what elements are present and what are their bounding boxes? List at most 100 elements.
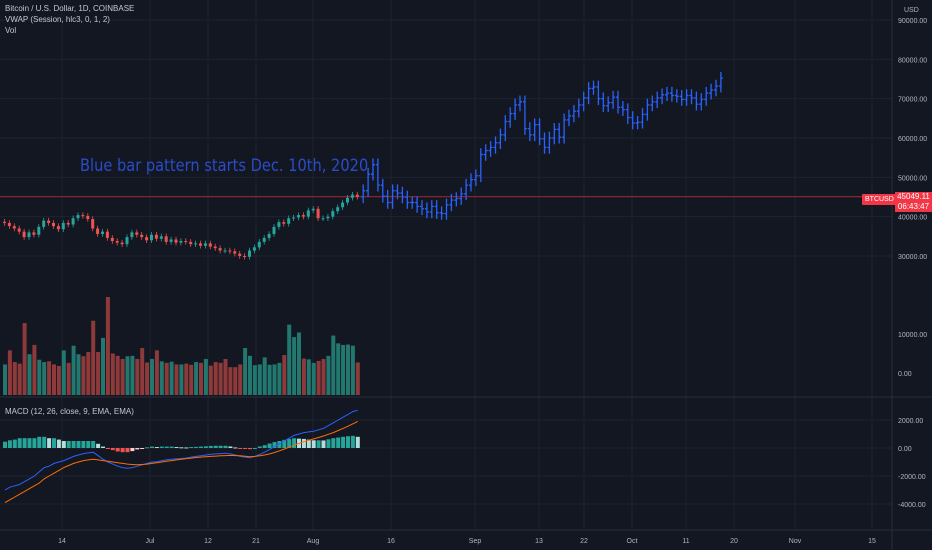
volume-bar bbox=[61, 350, 66, 395]
volume-bar bbox=[115, 355, 120, 395]
volume-bar bbox=[27, 354, 32, 395]
histogram-bar bbox=[164, 446, 169, 448]
volume-bar bbox=[154, 350, 159, 395]
candle bbox=[272, 224, 276, 237]
histogram-bar bbox=[17, 438, 22, 448]
pattern-bar bbox=[606, 96, 611, 113]
pattern-bar bbox=[424, 202, 429, 219]
pattern-bar bbox=[674, 89, 679, 103]
candle bbox=[110, 235, 114, 244]
pattern-bar bbox=[625, 103, 630, 124]
candle bbox=[145, 234, 149, 244]
volume-bar bbox=[331, 335, 336, 395]
volume-bar bbox=[76, 354, 81, 395]
pattern-bar bbox=[508, 107, 513, 128]
histogram-bar bbox=[76, 441, 81, 448]
volume-bar bbox=[120, 358, 125, 395]
histogram-bar bbox=[130, 448, 135, 452]
candle bbox=[287, 215, 291, 227]
histogram-bar bbox=[159, 446, 164, 448]
candle bbox=[71, 215, 75, 228]
symbol-badge: BTCUSD bbox=[862, 194, 897, 205]
symbol-legend[interactable]: Bitcoin / U.S. Dollar, 1D, COINBASE bbox=[5, 4, 135, 13]
candle bbox=[355, 191, 359, 200]
candle bbox=[194, 240, 198, 247]
histogram-bar bbox=[150, 446, 154, 448]
histogram-bar bbox=[223, 445, 228, 448]
candle bbox=[115, 238, 119, 246]
grid bbox=[0, 0, 892, 530]
volume-bar bbox=[110, 353, 115, 395]
volume-bar bbox=[47, 361, 52, 395]
volume-bar bbox=[326, 355, 331, 395]
candle bbox=[135, 229, 139, 238]
macd-tick-label: -2000.00 bbox=[898, 474, 926, 481]
pattern-bar bbox=[400, 186, 405, 204]
pattern-bar bbox=[689, 89, 694, 105]
histogram-bar bbox=[277, 441, 282, 448]
volume-bar bbox=[17, 363, 22, 395]
volume-bar bbox=[218, 362, 223, 395]
histogram-bar bbox=[101, 446, 105, 448]
time-tick-label: 21 bbox=[252, 538, 260, 545]
candle bbox=[61, 220, 65, 233]
time-tick-label: 13 bbox=[535, 538, 543, 545]
histogram-bar bbox=[218, 445, 223, 448]
candle bbox=[159, 233, 163, 242]
volume-bar bbox=[238, 364, 243, 395]
pattern-bar bbox=[542, 132, 547, 154]
candle bbox=[184, 238, 188, 245]
candle bbox=[125, 234, 129, 247]
candles bbox=[3, 191, 359, 260]
volume-legend[interactable]: Vol bbox=[5, 26, 17, 35]
volume-bar bbox=[164, 362, 169, 395]
candle bbox=[174, 236, 178, 246]
volume-bar bbox=[91, 320, 96, 395]
volume-bar bbox=[179, 364, 184, 395]
candle bbox=[199, 240, 202, 249]
time-tick-label: 12 bbox=[204, 538, 212, 545]
pattern-bar bbox=[444, 198, 449, 220]
volume-bar bbox=[12, 362, 17, 395]
histogram-bar bbox=[326, 439, 331, 448]
pattern-bar bbox=[420, 200, 424, 216]
volume-bar bbox=[292, 337, 297, 395]
volume-bar bbox=[159, 361, 164, 395]
price-tick-label: 70000.00 bbox=[898, 97, 927, 104]
volume-bar bbox=[140, 348, 145, 395]
price-tick-label: 60000.00 bbox=[898, 136, 927, 143]
time-tick-label: 22 bbox=[580, 538, 588, 545]
candle bbox=[52, 220, 55, 229]
candle bbox=[346, 195, 349, 206]
vwap-legend[interactable]: VWAP (Session, hlc3, 0, 1, 2) bbox=[5, 15, 110, 24]
volume-bar bbox=[81, 356, 86, 395]
histogram-bar bbox=[61, 441, 66, 448]
histogram-bar bbox=[336, 437, 341, 448]
pattern-bar bbox=[601, 92, 606, 113]
pattern-bar bbox=[375, 158, 380, 192]
candle bbox=[101, 228, 104, 237]
pattern-bar bbox=[571, 104, 576, 123]
time-axis-ticks: 14 Jul 12 21 Aug 16 Sep 13 22 Oct 11 20 Nov 15 bbox=[58, 538, 876, 545]
volume-bar bbox=[297, 332, 301, 395]
histogram-bar bbox=[301, 438, 306, 448]
signal-line bbox=[4, 420, 359, 504]
candle bbox=[130, 229, 134, 240]
pattern-bar bbox=[547, 131, 552, 154]
candle bbox=[203, 240, 207, 249]
volume-bar bbox=[223, 358, 228, 395]
macd-line bbox=[4, 409, 358, 491]
time-tick-label: Sep bbox=[469, 538, 482, 545]
candle bbox=[252, 244, 256, 254]
candle bbox=[311, 206, 315, 214]
time-tick-label: 16 bbox=[387, 538, 395, 545]
pattern-bar bbox=[611, 90, 616, 109]
candle bbox=[3, 219, 6, 226]
macd-legend[interactable]: MACD (12, 26, close, 9, EMA, EMA) bbox=[5, 407, 134, 416]
histogram-bar bbox=[37, 436, 42, 448]
histogram-bar bbox=[316, 440, 321, 448]
histogram-bar bbox=[71, 441, 76, 448]
volume-bar bbox=[189, 364, 194, 395]
histogram-bar bbox=[81, 441, 86, 448]
